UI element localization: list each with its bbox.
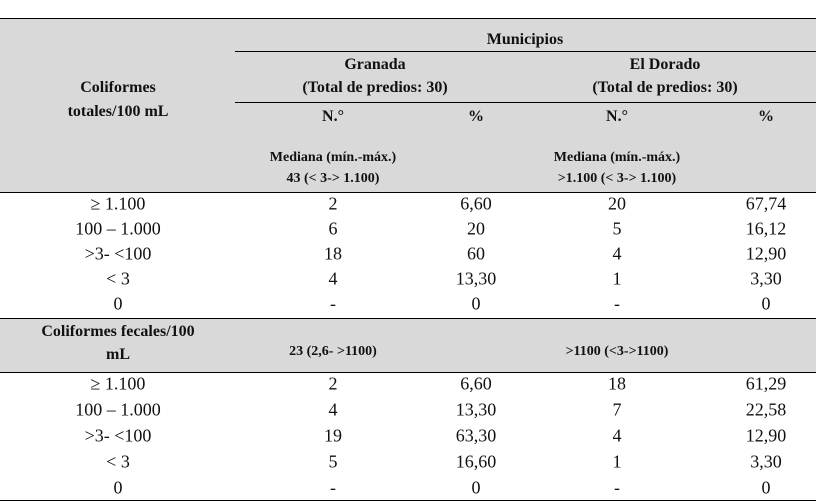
row-label: ≥ 1.100 (90, 373, 146, 394)
cell: 63,30 (455, 425, 497, 446)
cell: 1 (612, 268, 622, 289)
cell: 4 (328, 268, 338, 289)
cell: 19 (324, 425, 342, 446)
cell: 5 (612, 218, 622, 239)
median-label: Mediana (mín.-máx.) (553, 150, 681, 165)
municipality-name: El Dorado (629, 56, 701, 73)
rule (0, 318, 816, 319)
cell: 6 (328, 218, 338, 239)
row-label: 0 (113, 477, 123, 498)
rule (0, 18, 816, 19)
section-title: Coliformes fecales/100 (41, 323, 195, 340)
column-header: N.° (322, 108, 344, 125)
cell: 2 (328, 373, 338, 394)
row-label: >3- <100 (84, 243, 152, 264)
cell: 22,58 (745, 399, 787, 420)
cell: 13,30 (455, 399, 497, 420)
cell: 18 (324, 243, 342, 264)
cell: 12,90 (745, 243, 787, 264)
row-header: totales/100 mL (67, 103, 169, 120)
rule (0, 192, 816, 193)
cell: 20 (608, 193, 626, 214)
cell: 5 (328, 451, 338, 472)
cell: 16,60 (455, 451, 497, 472)
cell: 12,90 (745, 425, 787, 446)
cell: 0 (761, 477, 771, 498)
cell: - (614, 293, 620, 314)
rule (235, 102, 816, 103)
median-value: 43 (< 3-> 1.100) (286, 171, 380, 186)
row-header: Coliformes (80, 79, 156, 96)
cell: - (614, 477, 620, 498)
group-title: Municipios (486, 31, 564, 48)
median-label: Mediana (mín.-máx.) (269, 150, 397, 165)
cell: 6,60 (460, 193, 492, 214)
row-label: < 3 (106, 451, 130, 472)
cell: 0 (761, 293, 771, 314)
cell: 7 (612, 399, 622, 420)
row-label: < 3 (106, 268, 130, 289)
cell: 3,30 (750, 268, 782, 289)
rule (0, 372, 816, 373)
column-header: N.° (606, 108, 628, 125)
cell: 1 (612, 451, 622, 472)
section-title: mL (106, 346, 130, 363)
cell: 20 (467, 218, 485, 239)
municipality-name: Granada (344, 56, 406, 73)
cell: - (330, 293, 336, 314)
cell: 16,12 (745, 218, 787, 239)
cell: 3,30 (750, 451, 782, 472)
municipality-total: (Total de predios: 30) (592, 79, 738, 96)
column-header: % (758, 108, 774, 125)
row-label: 0 (113, 293, 123, 314)
rule (235, 51, 816, 52)
row-label: ≥ 1.100 (90, 193, 146, 214)
cell: 6,60 (460, 373, 492, 394)
median-value: >1.100 (< 3-> 1.100) (557, 171, 677, 186)
cell: 13,30 (455, 268, 497, 289)
header-shade (0, 18, 816, 192)
cell: 67,74 (745, 193, 787, 214)
cell: 4 (612, 425, 622, 446)
municipality-total: (Total de predios: 30) (302, 79, 448, 96)
cell: 61,29 (745, 373, 787, 394)
section-median: >1100 (<3->1100) (565, 344, 669, 359)
row-label: 100 – 1.000 (75, 399, 161, 420)
rule (0, 500, 816, 501)
column-header: % (468, 108, 484, 125)
cell: 4 (612, 243, 622, 264)
section-median: 23 (2,6- >1100) (289, 344, 377, 359)
cell: 60 (467, 243, 485, 264)
cell: 4 (328, 399, 338, 420)
row-label: 100 – 1.000 (75, 218, 161, 239)
cell: 2 (328, 193, 338, 214)
cell: - (330, 477, 336, 498)
cell: 0 (471, 293, 481, 314)
section-shade (0, 318, 816, 372)
row-label: >3- <100 (84, 425, 152, 446)
cell: 18 (608, 373, 626, 394)
cell: 0 (471, 477, 481, 498)
